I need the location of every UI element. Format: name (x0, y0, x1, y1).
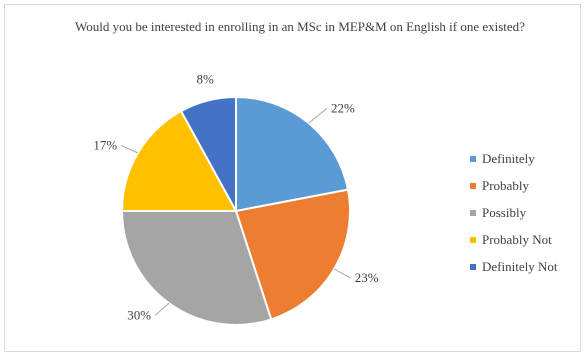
legend-label: Probably Not (482, 231, 552, 247)
data-label-probably: 23% (355, 270, 379, 285)
leader-line-2 (154, 302, 170, 316)
legend-item-possibly: Possibly (470, 199, 557, 226)
leader-line-3 (121, 145, 139, 154)
legend-label: Definitely Not (482, 258, 558, 274)
legend-label: Possibly (482, 204, 527, 220)
legend-item-probably-not: Probably Not (470, 226, 557, 253)
legend: Definitely Probably Possibly Probably Not De… (470, 145, 557, 280)
legend-item-probably: Probably (470, 172, 557, 199)
pie-slice-definitely-not (179, 95, 237, 212)
legend-item-definitely-not: Definitely Not (470, 253, 557, 280)
pie-slice-possibly (120, 210, 273, 326)
legend-swatch (470, 209, 476, 216)
data-label-possibly: 30% (127, 307, 151, 322)
data-label-definitely-not: 8% (196, 71, 214, 86)
legend-swatch (470, 236, 476, 243)
legend-label: Probably (482, 177, 529, 193)
legend-item-definitely: Definitely (470, 145, 557, 172)
data-label-definitely: 22% (331, 100, 355, 115)
legend-swatch (470, 155, 476, 162)
data-label-probably-not: 17% (93, 137, 117, 152)
legend-swatch (470, 263, 476, 270)
legend-swatch (470, 182, 476, 189)
pie-slice-probably (234, 188, 351, 321)
leader-line-1 (333, 268, 351, 279)
chart-title: Would you be interested in enrolling in … (75, 19, 525, 34)
leader-line-0 (308, 107, 328, 124)
legend-label: Definitely (482, 150, 535, 166)
